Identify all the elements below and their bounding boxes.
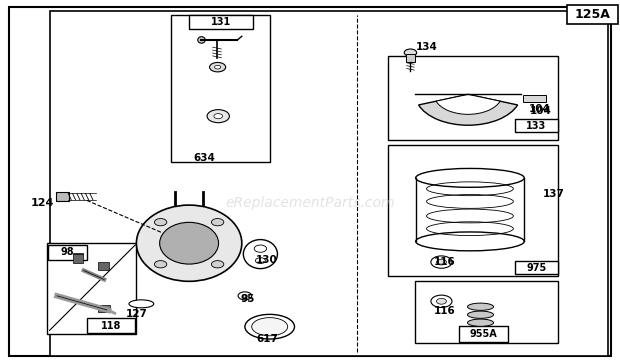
Text: 116: 116 — [434, 306, 456, 316]
Circle shape — [211, 261, 224, 268]
Bar — [98, 305, 110, 312]
Ellipse shape — [198, 37, 205, 43]
Ellipse shape — [252, 318, 288, 336]
Bar — [459, 326, 508, 342]
Bar — [515, 119, 558, 132]
Bar — [388, 145, 558, 276]
Bar — [189, 15, 253, 29]
Circle shape — [154, 219, 167, 226]
Circle shape — [242, 294, 247, 297]
Circle shape — [215, 65, 221, 69]
Bar — [406, 54, 415, 62]
Ellipse shape — [415, 168, 525, 187]
Circle shape — [431, 256, 452, 268]
Ellipse shape — [245, 314, 294, 339]
Text: 125A: 125A — [575, 8, 611, 21]
Text: 118: 118 — [101, 321, 121, 331]
Bar — [415, 281, 558, 343]
Text: 124: 124 — [31, 198, 55, 208]
Circle shape — [214, 114, 223, 119]
Text: 134: 134 — [415, 42, 437, 52]
Bar — [73, 253, 83, 263]
Wedge shape — [436, 94, 500, 114]
FancyBboxPatch shape — [56, 192, 69, 201]
Text: 116: 116 — [434, 257, 456, 267]
Ellipse shape — [243, 240, 278, 269]
Ellipse shape — [136, 205, 242, 281]
Bar — [87, 318, 135, 333]
Bar — [567, 5, 618, 24]
Circle shape — [436, 298, 446, 304]
Text: 104: 104 — [529, 104, 551, 114]
Text: 617: 617 — [256, 334, 278, 344]
Text: 104: 104 — [530, 106, 552, 116]
Bar — [98, 262, 109, 270]
Ellipse shape — [129, 300, 154, 308]
Text: 975: 975 — [526, 262, 546, 273]
Wedge shape — [418, 94, 518, 125]
Circle shape — [238, 292, 252, 300]
Bar — [48, 245, 87, 260]
Bar — [388, 56, 558, 140]
Text: eReplacementParts.com: eReplacementParts.com — [225, 196, 395, 210]
Text: 137: 137 — [542, 189, 564, 199]
Bar — [46, 243, 136, 334]
Circle shape — [154, 261, 167, 268]
Text: 95: 95 — [241, 294, 255, 305]
Circle shape — [207, 110, 229, 123]
Ellipse shape — [467, 319, 494, 326]
Circle shape — [210, 62, 226, 72]
Circle shape — [211, 219, 224, 226]
Text: 130: 130 — [256, 254, 278, 265]
Text: 955A: 955A — [470, 329, 497, 339]
Ellipse shape — [467, 311, 494, 318]
Text: 634: 634 — [193, 153, 216, 163]
Circle shape — [431, 295, 452, 307]
Ellipse shape — [160, 222, 218, 264]
Bar — [515, 261, 558, 274]
Text: 127: 127 — [125, 309, 148, 319]
Text: 131: 131 — [211, 17, 231, 27]
Bar — [523, 95, 546, 102]
Ellipse shape — [467, 303, 494, 310]
Ellipse shape — [415, 232, 525, 251]
Circle shape — [436, 259, 446, 265]
Circle shape — [404, 49, 417, 56]
Bar — [170, 15, 270, 162]
Text: 133: 133 — [526, 121, 546, 131]
Text: 98: 98 — [61, 247, 74, 257]
